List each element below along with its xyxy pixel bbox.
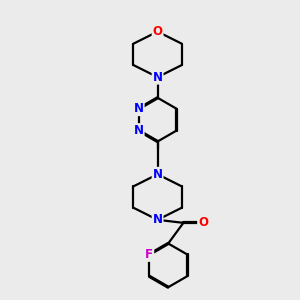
Text: O: O	[198, 216, 208, 230]
Text: F: F	[145, 248, 153, 261]
Text: N: N	[153, 168, 163, 181]
Text: O: O	[153, 25, 163, 38]
Text: N: N	[134, 102, 144, 115]
Text: N: N	[153, 213, 163, 226]
Text: N: N	[134, 124, 144, 137]
Text: N: N	[153, 70, 163, 84]
